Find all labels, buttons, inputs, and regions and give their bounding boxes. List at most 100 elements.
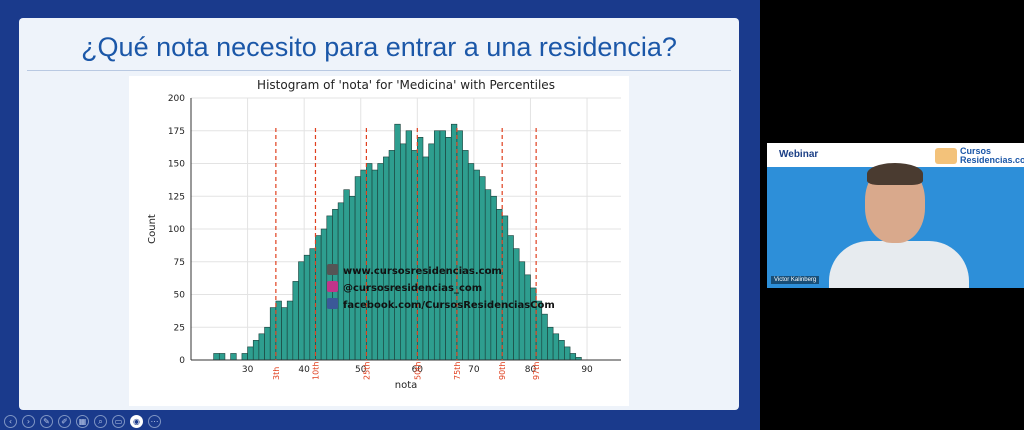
histogram-bar	[552, 333, 560, 361]
histogram-bar	[394, 123, 401, 361]
histogram-svg: Histogram of 'nota' for 'Medicina' with …	[147, 78, 621, 391]
histogram-bar	[337, 202, 345, 361]
histogram-bar	[218, 353, 226, 361]
prev-icon[interactable]: ‹	[4, 414, 17, 428]
x-axis-label: nota	[395, 380, 418, 391]
histogram-bar	[275, 300, 282, 361]
watermark-line: www.cursosresidencias.com	[343, 266, 502, 277]
histogram-bar	[558, 340, 565, 361]
x-tick-label: 40	[298, 365, 310, 375]
histogram-bar	[281, 307, 288, 361]
y-tick-label: 125	[168, 192, 185, 202]
histogram-bar	[507, 235, 514, 361]
watermark-line: @cursosresidencias_com	[343, 283, 482, 294]
histogram-bar	[541, 313, 548, 361]
webcam-header: Webinar Cursos Residencias.com	[767, 143, 1024, 167]
logo-text-line-1: Cursos	[960, 146, 992, 156]
percentile-label: 10th	[311, 362, 320, 380]
slides-icon[interactable]: ▦	[76, 414, 89, 428]
histogram-bar	[496, 209, 503, 361]
draw-icon[interactable]: ✐	[58, 414, 71, 428]
histogram-bar	[467, 163, 475, 361]
percentile-label: 75th	[453, 362, 462, 380]
percentile-label: 97th	[532, 362, 541, 380]
y-axis-label: Count	[147, 214, 158, 244]
x-tick-label: 50	[355, 365, 367, 375]
histogram-bar	[569, 353, 577, 361]
x-tick-label: 60	[412, 365, 424, 375]
y-tick-label: 100	[168, 225, 185, 235]
pen-icon[interactable]: ✎	[40, 414, 53, 428]
histogram-bar	[269, 307, 277, 361]
logo-text-line-2: Residencias.com	[960, 155, 1024, 165]
histogram-bar	[315, 235, 322, 361]
percentile-label: 90th	[498, 362, 507, 380]
histogram-bar	[230, 353, 237, 361]
presenter-body	[829, 241, 969, 288]
histogram-bar	[247, 346, 254, 361]
zoom-icon[interactable]: ⌕	[94, 414, 107, 428]
presentation-controls: ‹ › ✎ ✐ ▦ ⌕ ▭ ◉ ⋯	[0, 412, 161, 430]
x-tick-label: 90	[581, 365, 593, 375]
y-tick-label: 200	[168, 94, 185, 104]
histogram-bar	[422, 156, 429, 361]
globe-icon	[327, 264, 338, 275]
histogram-bar	[428, 143, 435, 361]
camera-icon[interactable]: ◉	[130, 414, 143, 428]
more-icon[interactable]: ⋯	[148, 414, 161, 428]
histogram-bar	[411, 150, 418, 361]
histogram-bar	[524, 274, 531, 361]
chart-title: Histogram of 'nota' for 'Medicina' with …	[257, 78, 555, 92]
histogram-bar	[320, 228, 328, 361]
presenter-name-tag: Victor Kalinberg	[771, 276, 820, 284]
title-divider	[27, 70, 731, 71]
facebook-icon	[327, 298, 338, 309]
x-tick-label: 80	[525, 365, 537, 375]
histogram-bar	[490, 195, 497, 361]
histogram-bar	[417, 136, 424, 361]
histogram-bar	[547, 326, 554, 361]
histogram-bar	[377, 163, 384, 361]
histogram-chart: Histogram of 'nota' for 'Medicina' with …	[129, 76, 629, 406]
x-tick-label: 30	[242, 365, 254, 375]
histogram-bar	[213, 353, 220, 361]
subtitles-icon[interactable]: ▭	[112, 414, 125, 428]
histogram-bar	[456, 130, 463, 361]
presentation-stage: ¿Qué nota necesito para entrar a una res…	[0, 0, 760, 430]
histogram-bar	[501, 215, 509, 361]
histogram-bar	[303, 254, 311, 361]
histogram-bar	[450, 123, 458, 361]
histogram-bar	[264, 326, 271, 361]
histogram-bar	[462, 150, 469, 361]
x-tick-label: 70	[468, 365, 480, 375]
cursos-residencias-logo: Cursos Residencias.com	[935, 147, 1024, 165]
y-tick-label: 25	[174, 323, 185, 333]
percentile-label: 3th	[272, 367, 281, 380]
y-tick-label: 0	[179, 356, 185, 366]
histogram-bar	[292, 281, 299, 361]
histogram-bar	[405, 130, 412, 361]
histogram-bars	[213, 123, 582, 361]
watermark-line: facebook.com/CursosResidenciasCom	[343, 300, 555, 311]
histogram-bar	[298, 261, 305, 361]
histogram-bar	[383, 156, 390, 361]
histogram-bar	[564, 346, 571, 361]
histogram-bar	[349, 195, 356, 361]
slide-title: ¿Qué nota necesito para entrar a una res…	[81, 32, 677, 62]
slide: ¿Qué nota necesito para entrar a una res…	[19, 18, 739, 410]
histogram-bar	[400, 143, 407, 361]
logo-icon	[935, 148, 957, 164]
histogram-bar	[286, 300, 294, 361]
histogram-bar	[252, 340, 260, 361]
next-icon[interactable]: ›	[22, 414, 35, 428]
histogram-bar	[366, 163, 373, 361]
histogram-bar	[388, 150, 395, 361]
histogram-bar	[433, 130, 441, 361]
webcam-panel: Webinar Cursos Residencias.com Victor Ka…	[767, 143, 1024, 288]
percentile-label: 50th	[413, 362, 422, 380]
percentile-label: 25th	[362, 362, 371, 380]
y-tick-label: 75	[174, 258, 185, 268]
histogram-bar	[258, 333, 265, 361]
instagram-icon	[327, 281, 338, 292]
histogram-bar	[445, 136, 452, 361]
